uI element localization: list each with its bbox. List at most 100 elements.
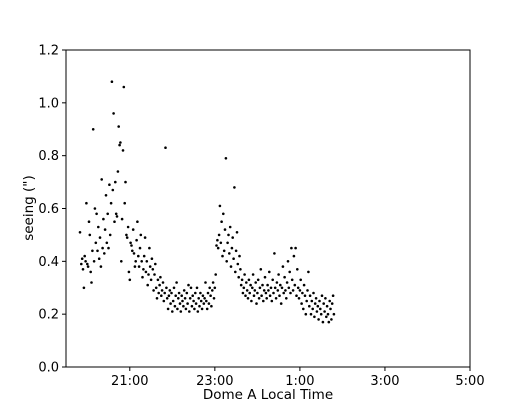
data-point: [145, 260, 149, 263]
data-point: [224, 157, 228, 160]
data-point: [294, 246, 297, 250]
data-point: [134, 260, 137, 263]
data-point: [302, 307, 305, 311]
data-point: [217, 233, 221, 237]
data-point: [95, 212, 98, 216]
data-point: [222, 249, 226, 253]
data-point: [288, 270, 292, 274]
y-tick-label: 0.2: [38, 308, 59, 323]
data-point: [114, 180, 117, 184]
data-point: [220, 220, 223, 223]
data-point: [231, 236, 234, 239]
data-point: [115, 215, 119, 218]
data-point: [136, 220, 139, 223]
data-point: [239, 268, 242, 271]
data-point: [151, 268, 155, 271]
data-point: [159, 275, 162, 279]
data-point: [149, 278, 153, 282]
data-point: [192, 299, 195, 303]
data-point: [262, 299, 265, 303]
data-point: [167, 294, 171, 298]
data-point: [211, 281, 215, 284]
data-point: [234, 270, 237, 274]
data-point: [125, 236, 129, 239]
data-point: [319, 307, 322, 311]
data-point: [196, 310, 200, 313]
data-point: [238, 254, 241, 258]
data-point: [245, 281, 248, 284]
data-point: [261, 283, 264, 287]
x-tick-label: 3:00: [370, 374, 399, 389]
data-point: [105, 241, 109, 245]
data-point: [122, 85, 126, 89]
data-point: [97, 257, 101, 261]
data-point: [321, 320, 325, 324]
data-point: [218, 204, 222, 208]
data-point: [280, 286, 284, 290]
data-point: [260, 294, 263, 298]
data-point: [210, 304, 213, 308]
data-point: [313, 302, 317, 305]
x-tick-label: 1:00: [285, 374, 314, 389]
data-point: [142, 254, 146, 258]
data-point: [86, 265, 90, 268]
data-point: [322, 302, 326, 305]
data-point: [283, 275, 286, 279]
data-point: [127, 270, 131, 274]
data-point: [83, 254, 86, 258]
data-point: [276, 289, 280, 292]
data-point: [142, 268, 145, 271]
data-point: [100, 178, 103, 181]
data-point: [306, 289, 309, 292]
data-point: [251, 273, 255, 276]
data-point: [200, 307, 204, 311]
data-point: [240, 278, 244, 282]
data-point: [215, 244, 218, 247]
y-tick-label: 1.2: [38, 44, 59, 59]
data-point: [80, 257, 84, 261]
data-point: [154, 286, 158, 290]
data-point: [253, 289, 257, 292]
data-point: [160, 289, 164, 292]
data-point: [99, 265, 103, 268]
data-point: [147, 273, 150, 276]
data-point: [183, 297, 187, 300]
data-point: [269, 286, 273, 290]
y-tick-label: 0.8: [38, 149, 59, 164]
data-point: [315, 310, 319, 313]
data-point: [297, 297, 301, 300]
data-point: [309, 312, 313, 316]
data-point: [177, 291, 181, 295]
data-point: [308, 304, 311, 308]
data-point: [121, 149, 125, 152]
data-point: [132, 252, 136, 255]
data-point: [189, 286, 193, 290]
data-point: [277, 273, 280, 276]
data-point: [295, 294, 298, 298]
data-point: [165, 286, 168, 290]
data-point: [263, 275, 267, 279]
data-point: [88, 233, 92, 237]
data-point: [171, 299, 175, 303]
data-point: [197, 297, 200, 300]
data-point: [165, 297, 169, 300]
data-point: [117, 125, 120, 128]
data-point: [245, 289, 249, 292]
data-point: [199, 291, 202, 295]
data-point: [241, 291, 245, 295]
data-point: [275, 281, 279, 284]
data-point: [137, 265, 141, 268]
y-tick-label: 0.0: [38, 361, 59, 376]
data-point: [230, 246, 234, 250]
data-point: [235, 231, 239, 234]
x-axis-label: Dome A Local Time: [203, 387, 333, 403]
data-point: [190, 304, 194, 308]
data-point: [331, 294, 335, 298]
data-point: [214, 273, 217, 276]
data-point: [163, 291, 166, 295]
data-point: [161, 281, 165, 284]
data-point: [172, 286, 176, 290]
data-point: [144, 270, 148, 274]
data-point: [316, 304, 320, 308]
